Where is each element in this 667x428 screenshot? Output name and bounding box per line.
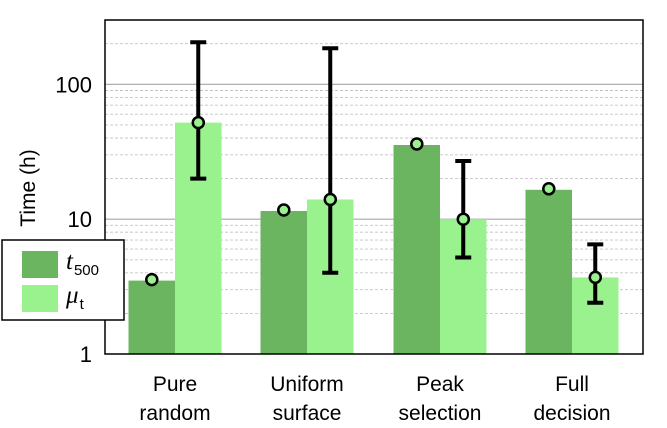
- marker-t500: [145, 272, 159, 287]
- y-axis-ticks: 1 10 100: [55, 72, 92, 367]
- bar-t500: [525, 189, 572, 354]
- x-category-label: random: [139, 402, 210, 425]
- legend-swatch-mu-t: [22, 285, 58, 312]
- x-category-label: decision: [533, 402, 610, 425]
- y-tick-label: 100: [55, 72, 92, 97]
- bars: [128, 122, 619, 354]
- x-category-label: Uniform: [270, 373, 344, 396]
- bar-t500: [128, 280, 175, 354]
- y-tick-label: 10: [68, 207, 92, 232]
- legend-box: [1, 239, 125, 321]
- marker-t500: [542, 182, 556, 196]
- x-axis-labels: Pure random Uniform surface Peak selection Ful…: [139, 373, 610, 425]
- legend-label-t500: t500: [66, 248, 99, 279]
- x-category-label: Peak: [416, 373, 464, 396]
- bar-t500: [393, 145, 440, 354]
- x-category-label: Pure: [153, 373, 197, 396]
- legend-swatch-t500: [22, 251, 58, 278]
- marker-mu-t: [588, 270, 603, 285]
- y-axis-label: Time (h): [17, 149, 40, 226]
- x-category-label: Full: [555, 373, 589, 396]
- x-category-label: surface: [273, 402, 342, 425]
- bar-t500: [260, 211, 307, 354]
- legend-label-mu-t: μt: [65, 282, 85, 313]
- value-markers: [145, 115, 603, 287]
- y-tick-label: 1: [80, 342, 92, 367]
- marker-mu-t: [191, 115, 206, 130]
- x-category-label: selection: [399, 402, 482, 425]
- marker-t500: [410, 137, 424, 151]
- plot-frame: [104, 19, 644, 355]
- legend: t500 μt: [1, 239, 125, 321]
- marker-t500: [277, 203, 291, 217]
- marker-mu-t: [456, 212, 471, 226]
- marker-mu-t: [323, 192, 338, 207]
- error-bars: [190, 40, 604, 305]
